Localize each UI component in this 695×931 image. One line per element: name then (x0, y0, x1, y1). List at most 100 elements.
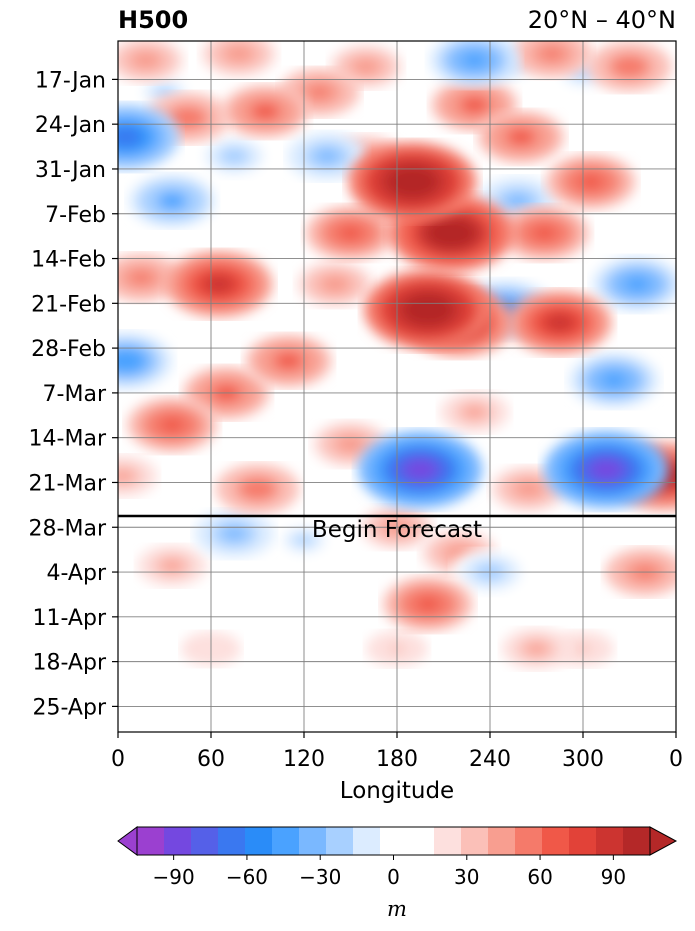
y-axis: 17-Jan 24-Jan 31-Jan 7-Feb 14-Feb 21-Feb 28-Fe… (29, 68, 118, 720)
anomaly-feature (543, 430, 669, 509)
colorbar-tick-label: 60 (527, 865, 552, 889)
chart-title: H500 (118, 6, 189, 34)
colorbar-swatch (245, 827, 273, 855)
anomaly-feature (118, 332, 173, 390)
y-tick-label: 21-Mar (29, 471, 107, 496)
anomaly-contour (507, 194, 528, 207)
anomaly-contour (463, 98, 486, 112)
x-tick-label: 0 (669, 747, 683, 772)
anomaly-contour (219, 599, 234, 609)
colorbar-swatch (137, 827, 165, 855)
colorbar-tick-label: 0 (387, 865, 400, 889)
anomaly-contour (541, 47, 563, 60)
anomaly-feature (439, 391, 510, 433)
anomaly-contour (416, 597, 440, 611)
colorbar-swatch (434, 827, 462, 855)
anomaly-feature (587, 41, 672, 92)
anomaly-contour (510, 130, 532, 144)
anomaly-feature (118, 455, 158, 497)
x-tick-label: 300 (562, 747, 604, 772)
colorbar-swatch (191, 827, 219, 855)
anomaly-field (118, 41, 676, 732)
colorbar-swatch (326, 827, 354, 855)
anomaly-contour (579, 174, 603, 189)
colorbar: −90 −60 −30 0 30 60 90 (117, 826, 678, 889)
forecast-label: Begin Forecast (312, 517, 482, 543)
x-tick-label: 0 (111, 747, 125, 772)
anomaly-feature (507, 290, 612, 355)
colorbar-swatch (461, 827, 489, 855)
anomaly-feature (128, 174, 216, 228)
anomaly-contour (396, 171, 429, 192)
colorbar-swatch (218, 827, 246, 855)
anomaly-contour (309, 86, 330, 99)
grid-lines (117, 41, 677, 732)
anomaly-contour (356, 61, 376, 73)
colorbar-swatch (488, 827, 516, 855)
anomaly-contour (277, 354, 300, 368)
anomaly-feature (501, 628, 572, 670)
y-tick-label: 31-Jan (35, 158, 106, 183)
colorbar-swatch (623, 827, 651, 855)
colorbar-tick-label: 90 (601, 865, 626, 889)
colorbar-swatch (164, 827, 192, 855)
anomaly-contour (229, 48, 249, 60)
y-tick-label: 24-Jan (35, 113, 106, 138)
colorbar-label: m (387, 897, 407, 921)
anomaly-contour (465, 406, 484, 418)
anomaly-feature (296, 261, 374, 308)
anomaly-feature (305, 205, 396, 261)
anomaly-contour (247, 482, 268, 496)
anomaly-feature (215, 463, 300, 515)
anomaly-feature (194, 509, 275, 558)
colorbar-swatch (380, 827, 408, 855)
colorbar-swatch (353, 827, 381, 855)
anomaly-feature (164, 251, 273, 318)
anomaly-feature (244, 334, 333, 388)
y-tick-label: 28-Mar (29, 516, 107, 541)
colorbar-tick-label: −90 (153, 865, 195, 889)
anomaly-contour (625, 277, 649, 292)
colorbar-tick-label: −30 (299, 865, 341, 889)
x-tick-label: 240 (469, 747, 511, 772)
y-tick-label: 7-Mar (43, 382, 107, 407)
anomaly-contour (205, 275, 233, 293)
anomaly-contour (131, 271, 152, 284)
anomaly-contour (225, 150, 244, 162)
y-tick-label: 25-Apr (32, 695, 106, 720)
anomaly-contour (118, 128, 140, 146)
anomaly-contour (340, 438, 361, 450)
x-axis: 0 60 120 180 240 300 0 (111, 732, 683, 772)
colorbar-swatch (569, 827, 597, 855)
anomaly-contour (254, 104, 277, 118)
y-tick-label: 17-Jan (35, 68, 106, 93)
anomaly-contour (404, 459, 436, 480)
anomaly-contour (527, 643, 546, 655)
anomaly-contour (118, 470, 132, 482)
colorbar-swatch (272, 827, 300, 855)
anomaly-feature (429, 41, 520, 88)
y-tick-label: 7-Feb (45, 203, 106, 228)
forecast-annotation: Begin Forecast (118, 514, 676, 543)
y-tick-label: 28-Feb (31, 337, 106, 362)
anomaly-feature (498, 205, 590, 261)
anomaly-feature (382, 576, 474, 632)
anomaly-feature (197, 587, 256, 621)
x-tick-label: 180 (376, 747, 418, 772)
anomaly-contour (155, 86, 174, 98)
colorbar-swatch (299, 827, 327, 855)
anomaly-feature (357, 430, 483, 509)
colorbar-swatch (596, 827, 624, 855)
anomaly-contour (339, 226, 362, 240)
y-tick-label: 14-Mar (29, 427, 107, 452)
y-tick-label: 14-Feb (31, 248, 106, 273)
anomaly-feature (126, 397, 218, 453)
anomaly-contour (546, 314, 573, 331)
y-tick-label: 11-Apr (32, 606, 106, 631)
anomaly-feature (348, 141, 477, 222)
chart-subtitle: 20°N – 40°N (527, 6, 676, 34)
anomaly-contour (161, 194, 184, 208)
colorbar-max-arrow (649, 826, 678, 856)
anomaly-contour (411, 299, 445, 320)
colorbar-swatch (542, 827, 570, 855)
